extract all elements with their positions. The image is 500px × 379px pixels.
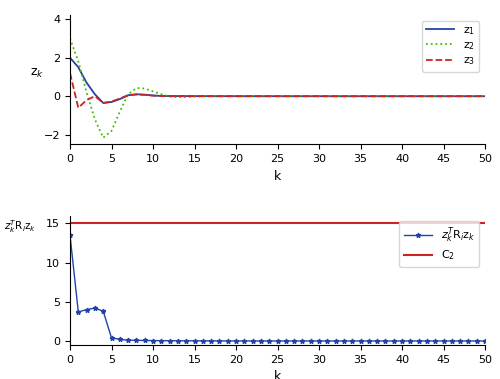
$z_k^T$R$_i$z$_k$ <box>300 339 306 343</box>
z$_1$ <box>374 94 380 99</box>
C$_2$ <box>76 221 82 226</box>
z$_2$ <box>349 94 355 99</box>
z$_1$ <box>100 101 106 105</box>
$z_k^T$R$_i$z$_k$ <box>200 338 206 343</box>
z$_3$ <box>374 94 380 99</box>
Line: $z_k^T$R$_i$z$_k$: $z_k^T$R$_i$z$_k$ <box>68 233 488 343</box>
z$_3$ <box>166 94 172 98</box>
z$_3$ <box>349 94 355 99</box>
z$_3$ <box>76 105 82 110</box>
z$_2$ <box>67 36 73 41</box>
z$_1$ <box>67 55 73 60</box>
z$_2$ <box>200 94 206 99</box>
Line: z$_1$: z$_1$ <box>70 58 485 103</box>
z$_1$ <box>166 94 172 98</box>
Y-axis label: z$_k$: z$_k$ <box>30 67 44 80</box>
z$_1$ <box>349 94 355 99</box>
$z_k^T$R$_i$z$_k$ <box>67 233 73 238</box>
z$_1$ <box>482 94 488 99</box>
$z_k^T$R$_i$z$_k$ <box>192 338 198 343</box>
z$_2$ <box>166 94 172 99</box>
z$_1$ <box>200 94 206 99</box>
z$_2$ <box>374 94 380 99</box>
z$_3$ <box>208 94 214 99</box>
C$_2$ <box>67 221 73 226</box>
$z_k^T$R$_i$z$_k$ <box>349 339 355 343</box>
z$_3$ <box>474 94 480 99</box>
z$_2$ <box>100 135 106 140</box>
z$_2$ <box>208 94 214 99</box>
$z_k^T$R$_i$z$_k$ <box>374 339 380 343</box>
z$_1$ <box>474 94 480 99</box>
z$_1$ <box>208 94 214 99</box>
Legend: $z_k^T$R$_i$z$_k$, C$_2$: $z_k^T$R$_i$z$_k$, C$_2$ <box>400 221 479 267</box>
Y-axis label: $z_k^T$R$_i$z$_k$: $z_k^T$R$_i$z$_k$ <box>4 218 36 235</box>
Line: z$_3$: z$_3$ <box>70 73 485 108</box>
Legend: z$_1$, z$_2$, z$_3$: z$_1$, z$_2$, z$_3$ <box>422 21 480 72</box>
z$_2$ <box>474 94 480 99</box>
z$_3$ <box>482 94 488 99</box>
$z_k^T$R$_i$z$_k$ <box>158 338 164 343</box>
$z_k^T$R$_i$z$_k$ <box>482 339 488 343</box>
X-axis label: k: k <box>274 170 281 183</box>
z$_2$ <box>482 94 488 99</box>
X-axis label: k: k <box>274 370 281 379</box>
Line: z$_2$: z$_2$ <box>70 38 485 138</box>
z$_3$ <box>200 94 206 99</box>
$z_k^T$R$_i$z$_k$ <box>474 339 480 343</box>
z$_3$ <box>67 71 73 75</box>
